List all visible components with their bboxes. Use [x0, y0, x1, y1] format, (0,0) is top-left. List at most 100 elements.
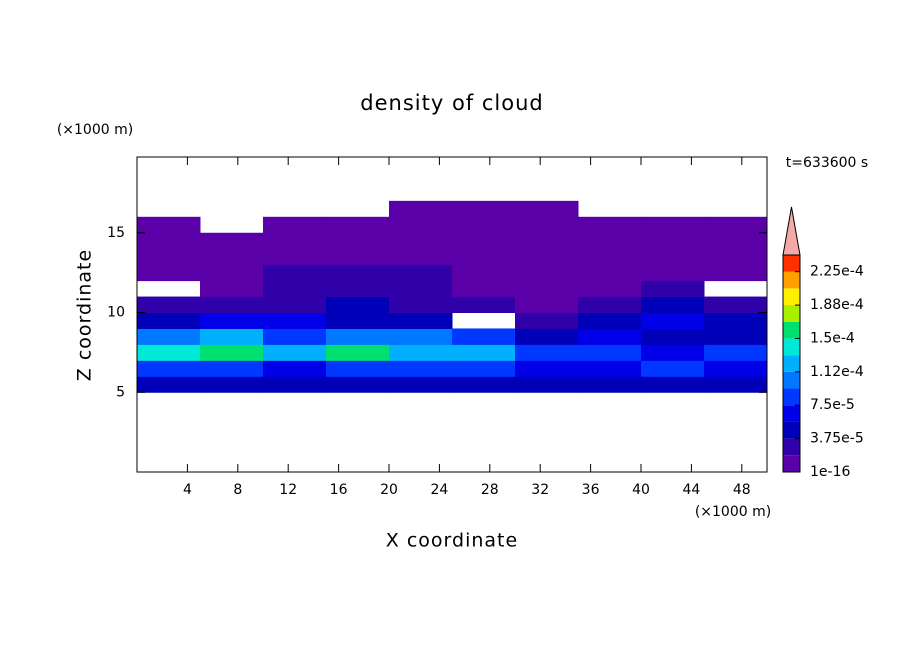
- contour-cell: [326, 296, 390, 314]
- contour-cell: [578, 280, 642, 298]
- contour-cell: [452, 344, 516, 361]
- contour-cell: [578, 296, 642, 314]
- contour-cell: [389, 264, 453, 282]
- colorbar-tick-label: 1.12e-4: [810, 364, 864, 380]
- contour-cell: [515, 360, 579, 377]
- contour-cell: [263, 216, 327, 234]
- colorbar-tick-label: 1e-16: [810, 464, 850, 480]
- contour-cell: [578, 264, 642, 282]
- colorbar-tick-label: 1.88e-4: [810, 297, 864, 313]
- x-tick-label: 12: [279, 482, 297, 498]
- contour-cell: [389, 328, 453, 345]
- contour-cell: [704, 376, 768, 393]
- colorbar-band: [783, 405, 800, 422]
- contour-cell: [704, 296, 768, 314]
- contour-cell: [200, 344, 264, 361]
- contour-cell: [515, 328, 579, 345]
- contour-cell: [263, 328, 327, 345]
- colorbar-band: [783, 438, 800, 456]
- contour-cell: [326, 328, 390, 345]
- contour-cell: [704, 216, 768, 234]
- contour-cell: [326, 360, 390, 377]
- colorbar-tick-label: 7.5e-5: [810, 397, 855, 413]
- plot-frame: [136, 156, 768, 473]
- colorbar-band: [783, 321, 800, 339]
- contour-cell: [452, 296, 516, 314]
- contour-cell: [704, 360, 768, 377]
- contour-cell: [515, 376, 579, 393]
- colorbar-band: [783, 305, 800, 322]
- x-unit: (×1000 m): [695, 504, 771, 520]
- contour-cell: [452, 264, 516, 282]
- colorbar-band: [783, 455, 800, 472]
- x-tick-label: 4: [183, 482, 192, 498]
- contour-cell: [200, 328, 264, 345]
- contour-cell: [389, 296, 453, 314]
- contour-cell: [704, 328, 768, 345]
- contour-cell: [389, 200, 453, 218]
- contour-cell: [515, 312, 579, 329]
- contour-cell: [641, 232, 705, 250]
- contour-cell: [137, 376, 201, 393]
- contour-cell: [389, 344, 453, 361]
- x-tick-label: 32: [531, 482, 549, 498]
- x-tick-label: 24: [430, 482, 448, 498]
- contour-cell: [263, 280, 327, 298]
- contour-cell: [137, 232, 201, 250]
- contour-cell: [452, 360, 516, 377]
- contour-cell: [641, 248, 705, 266]
- contour-cell: [263, 296, 327, 314]
- colorbar-band: [783, 255, 800, 272]
- contour-cell: [641, 360, 705, 377]
- contour-cell: [200, 376, 264, 393]
- colorbar-tick-label: 3.75e-5: [810, 431, 864, 447]
- y-tick-label: 10: [107, 305, 125, 321]
- contour-cell: [263, 312, 327, 329]
- colorbar-tick-label: 1.5e-4: [810, 330, 855, 346]
- colorbar-band: [783, 355, 800, 372]
- contour-cell: [326, 312, 390, 329]
- contour-cell: [578, 232, 642, 250]
- x-tick-label: 16: [330, 482, 348, 498]
- contour-cell: [389, 360, 453, 377]
- contour-cell: [641, 264, 705, 282]
- contour-cell: [641, 312, 705, 329]
- contour-cell: [452, 232, 516, 250]
- colorbar-tick-label: 2.25e-4: [810, 264, 864, 280]
- contour-cell: [263, 264, 327, 282]
- contour-cell: [704, 248, 768, 266]
- contour-cell: [200, 312, 264, 329]
- contour-cell: [137, 360, 201, 377]
- contour-cell: [641, 328, 705, 345]
- y-unit: (×1000 m): [57, 122, 133, 138]
- contour-cell: [200, 248, 264, 266]
- colorbar-band: [783, 288, 800, 306]
- contour-cell: [263, 376, 327, 393]
- x-tick-label: 48: [733, 482, 751, 498]
- contour-cell: [515, 200, 579, 218]
- contour-cell: [578, 312, 642, 329]
- contour-cell: [326, 344, 390, 361]
- contour-cell: [326, 376, 390, 393]
- contour-cell: [452, 328, 516, 345]
- contour-cell: [515, 232, 579, 250]
- contour-cell: [263, 232, 327, 250]
- x-axis-label: X coordinate: [386, 530, 518, 552]
- contour-cell: [389, 248, 453, 266]
- contour-cell: [263, 360, 327, 377]
- contour-cell: [515, 216, 579, 234]
- contour-cell: [704, 344, 768, 361]
- x-tick-label: 8: [233, 482, 242, 498]
- contour-cell: [515, 248, 579, 266]
- contour-cell: [641, 344, 705, 361]
- x-tick-label: 20: [380, 482, 398, 498]
- colorbar-frame: [782, 254, 801, 473]
- contour-cell: [389, 216, 453, 234]
- contour-cell: [200, 264, 264, 282]
- contour-cell: [389, 232, 453, 250]
- contour-cell: [641, 280, 705, 298]
- contour-cell: [515, 344, 579, 361]
- contour-cell: [515, 264, 579, 282]
- contour-cell: [137, 296, 201, 314]
- contour-cell: [452, 200, 516, 218]
